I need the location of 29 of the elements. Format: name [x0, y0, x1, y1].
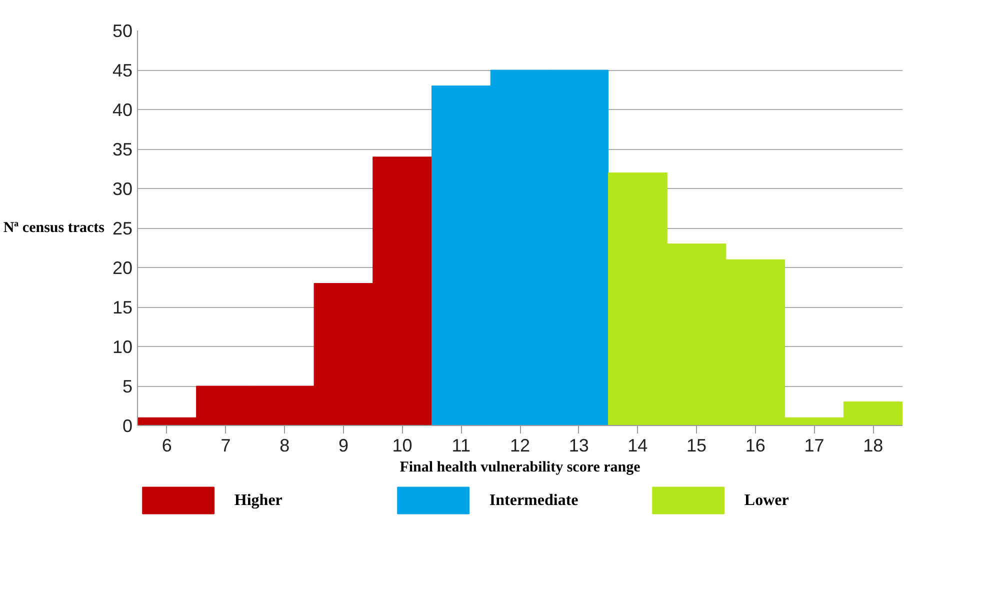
x-tick-label: 9	[338, 436, 348, 456]
y-tick-label: 0	[122, 416, 133, 436]
x-tick-label: 17	[804, 436, 824, 456]
legend-label: Lower	[744, 492, 789, 509]
y-axis-title: Nª census tracts	[3, 220, 105, 236]
y-tick-label: 20	[112, 258, 133, 278]
x-tick-label: 14	[628, 436, 648, 456]
x-tick-label: 6	[162, 436, 172, 456]
y-tick-label: 5	[122, 376, 133, 396]
x-tick-label: 18	[863, 436, 884, 456]
legend-label: Higher	[234, 492, 282, 509]
legend-label: Intermediate	[489, 492, 578, 509]
y-tick-label: 15	[112, 298, 133, 318]
y-tick-label: 45	[112, 60, 133, 80]
x-tick-label: 8	[280, 436, 290, 456]
x-tick-label: 13	[568, 436, 589, 456]
x-axis-title: Final health vulnerability score range	[400, 460, 641, 476]
y-tick-label: 30	[112, 179, 133, 199]
x-tick-label: 15	[686, 436, 707, 456]
x-tick-label: 10	[392, 436, 412, 456]
y-tick-label: 50	[112, 21, 133, 41]
x-tick-label: 12	[510, 436, 530, 456]
y-tick-label: 10	[112, 337, 133, 357]
y-tick-label: 25	[112, 218, 133, 238]
x-tick-label: 11	[452, 436, 470, 456]
y-tick-label: 35	[112, 140, 133, 160]
y-tick-label: 40	[112, 100, 133, 120]
x-tick-label: 16	[745, 436, 766, 456]
x-tick-label: 7	[220, 436, 231, 456]
